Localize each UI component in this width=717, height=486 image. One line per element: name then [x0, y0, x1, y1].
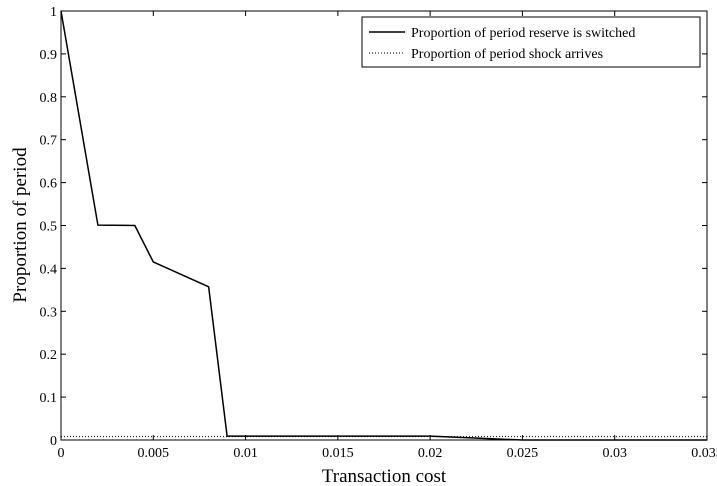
plot-area: [61, 11, 707, 440]
legend-box: [361, 16, 701, 68]
legend-label-shock: Proportion of period shock arrives: [411, 47, 603, 62]
x-tick-label: 0.035: [691, 446, 717, 461]
x-tick-label: 0.02: [418, 446, 443, 461]
x-tick-label: 0.005: [138, 446, 170, 461]
y-tick-label: 0.5: [40, 220, 58, 235]
x-tick-label: 0: [58, 446, 65, 461]
x-tick-label: 0.03: [602, 446, 627, 461]
y-tick-labels: 0 0.1 0.2 0.3 0.4 0.5 0.6 0.7 0.8 0.9 1: [40, 5, 58, 449]
x-tick-labels: 0 0.005 0.01 0.015 0.02 0.025 0.03 0.035: [58, 446, 717, 461]
y-tick-label: 0.8: [40, 91, 58, 106]
y-tick-label: 1: [50, 5, 57, 20]
y-tick-label: 0: [50, 434, 57, 449]
legend: Proportion of period reserve is switched…: [361, 16, 701, 68]
legend-label-switched: Proportion of period reserve is switched: [411, 26, 635, 41]
x-tick-label: 0.01: [233, 446, 258, 461]
y-tick-label: 0.1: [40, 391, 58, 406]
y-tick-label: 0.3: [40, 305, 58, 320]
y-tick-label: 0.2: [40, 348, 58, 363]
x-tick-label: 0.025: [507, 446, 539, 461]
plot-frame: [60, 10, 708, 441]
y-axis-label: Proportion of period: [10, 147, 31, 303]
y-tick-label: 0.4: [40, 262, 58, 277]
x-axis-label: Transaction cost: [322, 466, 447, 486]
y-tick-label: 0.7: [40, 134, 58, 149]
y-tick-label: 0.6: [40, 177, 58, 192]
y-tick-label: 0.9: [40, 48, 58, 63]
x-tick-label: 0.015: [322, 446, 354, 461]
